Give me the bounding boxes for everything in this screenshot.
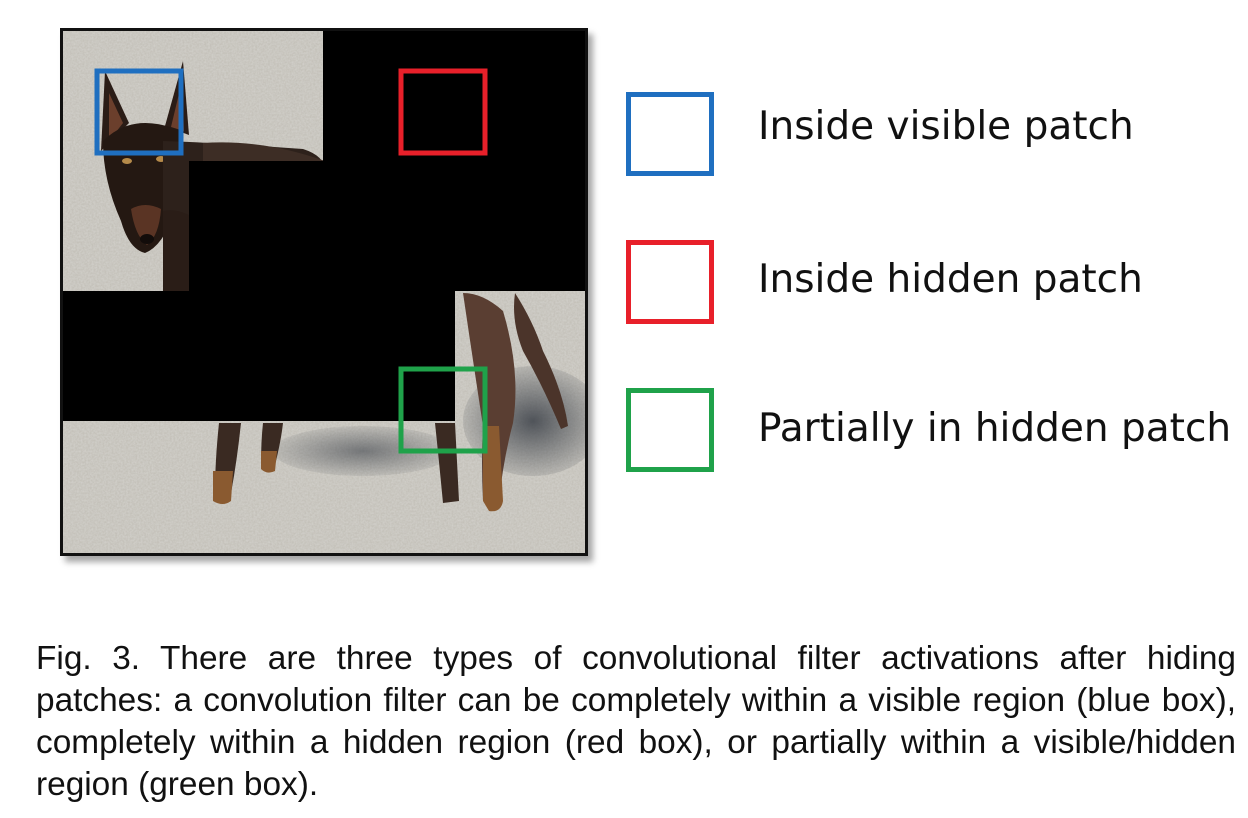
legend-label-partial: Partially in hidden patch [758,406,1232,451]
legend-green-box [626,388,714,472]
red-filter-box [398,68,488,156]
blue-filter-box [94,68,184,156]
green-filter-box [398,366,488,454]
dog-photo [63,31,585,553]
hidden-patch-top [323,31,585,161]
dog-image-with-hidden-patches [60,28,588,556]
figure: Inside visible patch Inside hidden patch… [60,28,1232,556]
legend-label-visible: Inside visible patch [758,104,1134,149]
hidden-patch-middle [189,161,585,291]
hidden-patches [63,31,585,421]
legend-blue-box [626,92,714,176]
hidden-patch-lower-left [63,291,455,421]
figure-caption: Fig. 3. There are three types of convolu… [36,640,1236,803]
legend-red-box [626,240,714,324]
legend-label-hidden: Inside hidden patch [758,257,1143,302]
